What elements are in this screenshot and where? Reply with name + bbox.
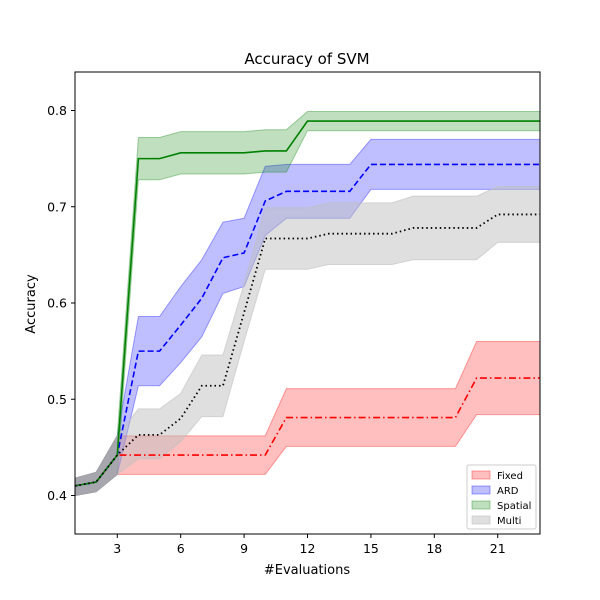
x-tick-label: 6 bbox=[177, 541, 185, 556]
y-tick-label: 0.8 bbox=[47, 103, 67, 118]
legend-swatch-fixed bbox=[471, 470, 491, 480]
chart-title: Accuracy of SVM bbox=[244, 50, 369, 68]
y-tick-label: 0.4 bbox=[47, 488, 67, 503]
legend-swatch-multi bbox=[471, 515, 491, 525]
legend-box bbox=[466, 464, 537, 530]
legend-swatch-ard bbox=[471, 485, 491, 495]
x-tick-label: 12 bbox=[300, 541, 316, 556]
legend: Fixed ARD Spatial Multi bbox=[466, 464, 537, 530]
series-line-fixed bbox=[74, 377, 540, 487]
axes: 3 6 9 12 15 18 21 0.4 0.5 0.6 0.7 0.8 bbox=[47, 71, 541, 556]
series-line-multi bbox=[74, 213, 540, 487]
legend-label-multi: Multi bbox=[497, 516, 521, 527]
y-tick-label: 0.6 bbox=[47, 296, 67, 311]
legend-label-spatial: Spatial bbox=[497, 501, 531, 512]
x-tick-label: 9 bbox=[240, 541, 248, 556]
x-tick-label: 3 bbox=[113, 541, 121, 556]
series-line-ard bbox=[74, 163, 540, 487]
plot-area bbox=[74, 110, 541, 497]
legend-label-ard: ARD bbox=[497, 486, 519, 497]
legend-swatch-spatial bbox=[471, 500, 491, 510]
y-tick-label: 0.5 bbox=[47, 392, 67, 407]
x-tick-label: 21 bbox=[490, 541, 506, 556]
series-line-spatial bbox=[74, 120, 540, 487]
legend-label-fixed: Fixed bbox=[497, 471, 523, 482]
y-tick-label: 0.7 bbox=[47, 199, 67, 214]
x-axis-label: #Evaluations bbox=[264, 563, 350, 578]
x-tick-label: 15 bbox=[363, 541, 379, 556]
y-axis-label: Accuracy bbox=[24, 274, 39, 334]
x-tick-label: 18 bbox=[426, 541, 442, 556]
